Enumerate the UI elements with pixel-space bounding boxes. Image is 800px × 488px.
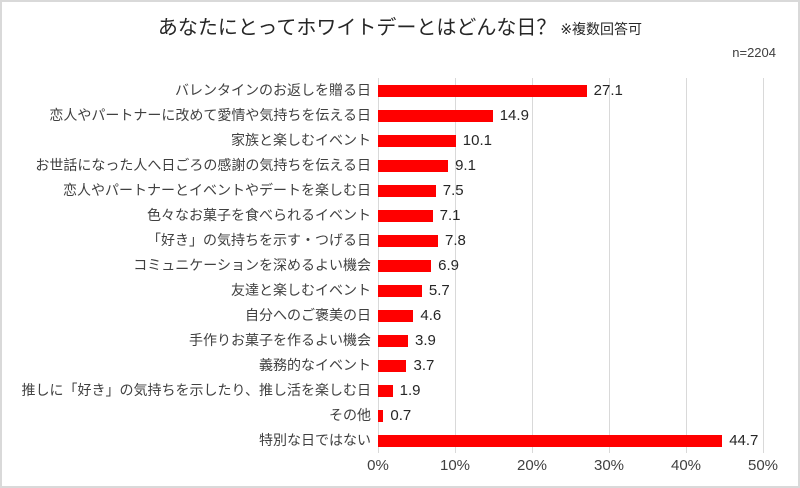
plot-area: バレンタインのお返しを贈る日恋人やパートナーに改めて愛情や気持ちを伝える日家族と… <box>2 78 798 476</box>
bar-track: 9.1 <box>378 153 763 178</box>
gridline <box>609 78 610 453</box>
bar-value-label: 0.7 <box>390 407 412 424</box>
bar <box>378 434 723 447</box>
chart-title-text: あなたにとってホワイトデーとはどんな日？ <box>157 17 557 39</box>
x-axis-tick-label: 40% <box>670 457 702 474</box>
bar <box>378 84 587 97</box>
x-axis-tick-label: 20% <box>516 457 548 474</box>
bar <box>378 359 407 372</box>
bar-track: 3.9 <box>378 328 763 353</box>
bar-track: 1.9 <box>378 378 763 403</box>
category-label: お世話になった人へ日ごろの感謝の気持ちを伝える日 <box>35 157 371 173</box>
bar-value-label: 4.6 <box>420 307 442 324</box>
bar <box>378 209 433 222</box>
bar-track: 44.7 <box>378 428 763 453</box>
bar-plot-region: 27.1 14.9 10.1 9.1 7.5 7.1 7.8 6.9 5.7 4.6 3.9 3.7 1… <box>378 78 764 453</box>
bar <box>378 134 456 147</box>
bar <box>378 259 432 272</box>
bar <box>378 334 409 347</box>
chart-title-note: ※複数回答可 <box>560 21 643 37</box>
bar-value-label: 10.1 <box>462 132 492 149</box>
category-label: その他 <box>329 407 371 423</box>
x-axis-tick-label: 50% <box>747 457 779 474</box>
bar-value-label: 7.5 <box>442 182 464 199</box>
bar <box>378 384 393 397</box>
gridline <box>763 78 764 453</box>
bar-track: 0.7 <box>378 403 763 428</box>
category-label: 恋人やパートナーとイベントやデートを楽しむ日 <box>63 182 371 198</box>
gridline <box>686 78 687 453</box>
bar <box>378 234 439 247</box>
bar-value-label: 7.1 <box>439 207 461 224</box>
bar <box>378 159 449 172</box>
bar-value-label: 44.7 <box>729 432 759 449</box>
bar-track: 14.9 <box>378 103 763 128</box>
bar-value-label: 3.9 <box>415 332 436 349</box>
category-label: 特別な日ではない <box>259 432 371 448</box>
category-label: 手作りお菓子を作るよい機会 <box>189 332 371 348</box>
bar-value-label: 7.8 <box>445 232 466 249</box>
x-axis-tick-label: 30% <box>593 457 625 474</box>
category-label: 自分へのご褒美の日 <box>245 307 371 323</box>
category-label: 家族と楽しむイベント <box>231 132 371 148</box>
x-axis-tick-label: 10% <box>439 457 471 474</box>
bar <box>378 184 436 197</box>
category-label: 友達と楽しむイベント <box>231 282 371 298</box>
x-axis-spacer <box>2 453 378 476</box>
x-axis-row: 0% 10% 20% 30% 40% 50% <box>2 453 798 476</box>
x-axis-tick-label: 0% <box>367 457 389 474</box>
value-axis: 0% 10% 20% 30% 40% 50% <box>367 456 778 476</box>
bar-track: 7.5 <box>378 178 763 203</box>
sample-size-label: n=2204 <box>732 45 776 60</box>
bar <box>378 309 414 322</box>
chart-title: あなたにとってホワイトデーとはどんな日？ ※複数回答可 <box>2 14 798 43</box>
bar-value-label: 14.9 <box>499 107 529 124</box>
bar-track: 4.6 <box>378 303 763 328</box>
bar-value-label: 5.7 <box>428 282 450 299</box>
category-label: バレンタインのお返しを贈る日 <box>175 82 371 98</box>
category-label: 義務的なイベント <box>259 357 371 373</box>
bar <box>378 409 384 422</box>
bar-value-label: 9.1 <box>455 157 476 174</box>
category-label: 色々なお菓子を食べられるイベント <box>147 207 371 223</box>
bar-track: 6.9 <box>378 253 763 278</box>
bar <box>378 284 422 297</box>
bar-track: 10.1 <box>378 128 763 153</box>
chart-rows: バレンタインのお返しを贈る日恋人やパートナーに改めて愛情や気持ちを伝える日家族と… <box>2 78 798 453</box>
bar-track: 5.7 <box>378 278 763 303</box>
category-label: 「好き」の気持ちを示す・つげる日 <box>147 232 371 248</box>
bar-track: 7.1 <box>378 203 763 228</box>
gridline <box>455 78 456 453</box>
bar-value-label: 6.9 <box>438 257 459 274</box>
bar <box>378 109 493 122</box>
bar-value-label: 1.9 <box>399 382 421 399</box>
category-label: 推しに「好き」の気持ちを示したり、推し活を楽しむ日 <box>21 382 371 398</box>
bar-value-label: 27.1 <box>593 82 623 99</box>
bar-value-label: 3.7 <box>413 357 435 374</box>
category-axis: バレンタインのお返しを贈る日恋人やパートナーに改めて愛情や気持ちを伝える日家族と… <box>2 78 378 453</box>
gridline <box>532 78 533 453</box>
bar-track: 3.7 <box>378 353 763 378</box>
bar-track: 27.1 <box>378 78 763 103</box>
bar-track: 7.8 <box>378 228 763 253</box>
category-label: コミュニケーションを深めるよい機会 <box>133 257 371 273</box>
category-label: 恋人やパートナーに改めて愛情や気持ちを伝える日 <box>49 107 371 123</box>
